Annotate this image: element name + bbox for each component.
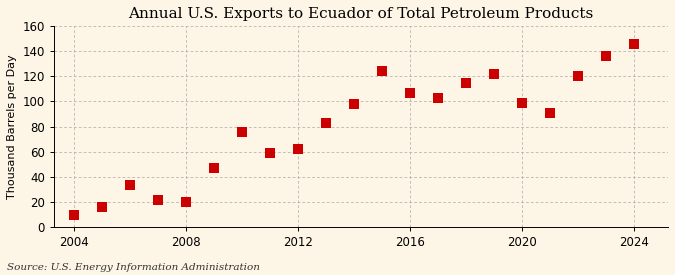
Point — [601, 54, 612, 59]
Point — [68, 213, 79, 218]
Point — [321, 120, 331, 125]
Text: Source: U.S. Energy Information Administration: Source: U.S. Energy Information Administ… — [7, 263, 260, 272]
Point — [209, 166, 219, 170]
Point — [96, 205, 107, 209]
Title: Annual U.S. Exports to Ecuador of Total Petroleum Products: Annual U.S. Exports to Ecuador of Total … — [128, 7, 593, 21]
Point — [180, 200, 191, 204]
Y-axis label: Thousand Barrels per Day: Thousand Barrels per Day — [7, 54, 17, 199]
Point — [461, 81, 472, 85]
Point — [629, 42, 640, 46]
Point — [236, 129, 247, 134]
Point — [153, 198, 163, 203]
Point — [348, 102, 359, 106]
Point — [265, 151, 275, 155]
Point — [517, 101, 528, 105]
Point — [545, 111, 556, 115]
Point — [404, 90, 415, 95]
Point — [377, 69, 387, 74]
Point — [124, 183, 135, 188]
Point — [433, 95, 443, 100]
Point — [573, 74, 584, 79]
Point — [292, 147, 303, 151]
Point — [489, 72, 500, 76]
